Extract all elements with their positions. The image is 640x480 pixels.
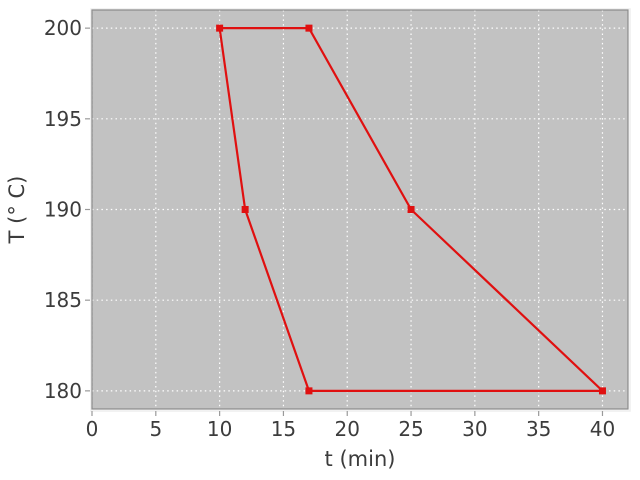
plot-frame-highlight [90, 8, 631, 412]
x-tick-label: 40 [590, 417, 615, 441]
data-point-marker [216, 24, 224, 32]
data-point-marker [407, 206, 415, 213]
y-axis-label: T (° C) [5, 176, 29, 245]
x-tick-label: 30 [462, 417, 487, 441]
x-tick-label: 35 [526, 417, 551, 441]
data-point-marker [598, 387, 606, 395]
y-tick-label: 195 [44, 107, 82, 131]
data-point-marker [241, 206, 249, 213]
x-tick-label: 5 [149, 417, 162, 441]
y-tick-label: 190 [44, 198, 82, 222]
y-tick-label: 200 [44, 16, 82, 40]
data-point-marker [305, 24, 313, 32]
x-tick-label: 25 [398, 417, 423, 441]
y-tick-label: 180 [44, 379, 82, 403]
plot-frame [91, 9, 629, 410]
x-tick-label: 0 [86, 417, 99, 441]
x-tick-label: 20 [335, 417, 360, 441]
x-tick-label: 10 [207, 417, 232, 441]
y-tick-label: 185 [44, 288, 82, 312]
x-axis-label: t (min) [325, 447, 396, 471]
x-tick-label: 15 [271, 417, 296, 441]
data-point-marker [305, 387, 313, 395]
